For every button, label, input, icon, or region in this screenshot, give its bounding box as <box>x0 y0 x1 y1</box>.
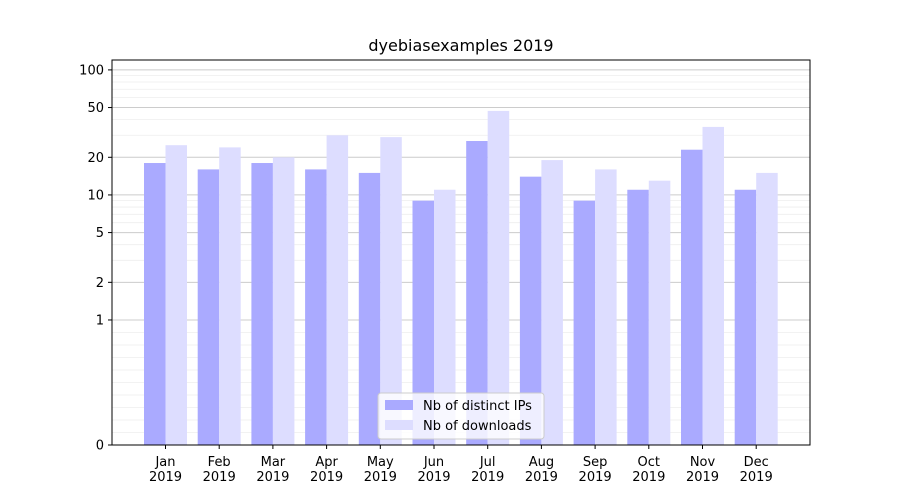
bar <box>165 145 187 445</box>
bar <box>681 149 703 446</box>
x-tick-label: Jan 2019 <box>149 455 182 485</box>
legend-swatch <box>385 420 413 430</box>
x-tick-label: Oct 2019 <box>632 455 665 485</box>
bar <box>573 200 596 445</box>
bar <box>434 189 456 445</box>
x-tick-label: Dec 2019 <box>740 455 773 485</box>
y-tick-label: 50 <box>87 101 104 116</box>
legend-swatch <box>385 400 413 410</box>
bar <box>326 135 349 445</box>
bar <box>380 137 402 445</box>
bars <box>144 110 778 446</box>
x-tick-label: Apr 2019 <box>310 455 343 485</box>
bar <box>756 172 778 445</box>
legend: Nb of distinct IPs Nb of downloads <box>377 392 545 440</box>
x-tick-label: Nov 2019 <box>686 455 719 485</box>
plot-area-frame <box>111 59 811 446</box>
x-tick-label: Aug 2019 <box>525 455 558 485</box>
bar <box>702 126 724 446</box>
legend-box <box>377 392 545 440</box>
chart-title: dyebiasexamples 2019 <box>368 36 553 55</box>
x-tick-label: Mar 2019 <box>256 455 289 485</box>
bar <box>358 172 381 445</box>
x-tick-label: Feb 2019 <box>203 455 236 485</box>
y-tick-label: 0 <box>96 439 104 454</box>
y-tick-label: 20 <box>87 151 104 166</box>
x-tick-label: May 2019 <box>364 455 397 485</box>
y-tick-label: 5 <box>96 226 104 241</box>
bar <box>197 169 220 445</box>
bar <box>541 160 563 445</box>
y-tick-label: 10 <box>87 188 104 203</box>
bar <box>627 189 649 445</box>
y-tick-label: 2 <box>96 276 104 291</box>
bar <box>487 110 510 445</box>
bar <box>734 189 757 445</box>
x-tick-label: Sep 2019 <box>579 455 612 485</box>
bar <box>466 140 488 445</box>
bar <box>272 157 295 445</box>
bar <box>144 163 166 445</box>
bar <box>595 169 617 445</box>
x-tick-label: Jul 2019 <box>471 455 504 485</box>
legend-label: Nb of distinct IPs <box>423 399 532 414</box>
y-tick-label: 100 <box>79 63 104 78</box>
bar <box>305 169 327 445</box>
bar <box>219 147 241 446</box>
bar <box>251 163 273 445</box>
bar <box>519 176 542 445</box>
bar <box>648 180 671 445</box>
y-tick-label: 1 <box>96 313 104 328</box>
axis-ticks: 0 1 2 5 10 20 50 100 Jan 2019 Feb 2019 Mar 2019 Apr 201… <box>79 63 773 485</box>
legend-label: Nb of downloads <box>423 419 532 434</box>
x-tick-label: Jun 2019 <box>417 455 450 485</box>
bar <box>412 200 434 445</box>
